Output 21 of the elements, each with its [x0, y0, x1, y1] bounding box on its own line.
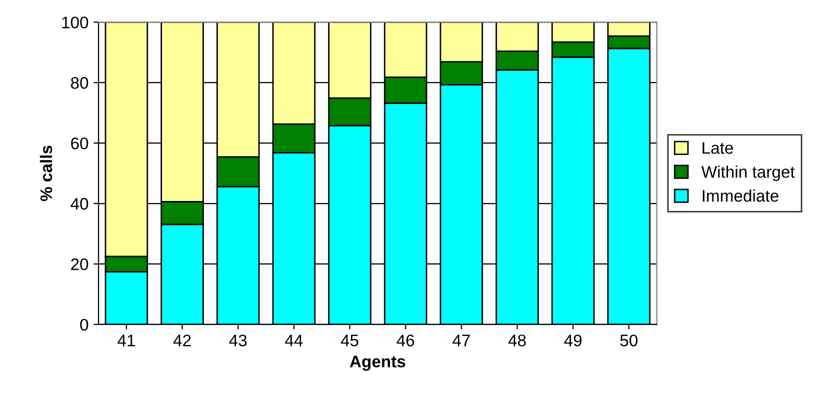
x-tick-label: 46 [396, 334, 414, 346]
legend-label: Immediate [702, 190, 778, 202]
x-tick-label: 42 [173, 334, 191, 346]
y-tick-label: 100 [62, 16, 88, 28]
legend-label: Within target [701, 166, 795, 182]
legend-label: Late [702, 142, 733, 154]
y-tick-label: 0 [80, 318, 88, 331]
y-axis-title: % calls [40, 146, 52, 202]
x-tick-label: 45 [340, 334, 358, 346]
x-tick-label: 47 [452, 334, 470, 346]
y-tick-label: 80 [70, 77, 88, 89]
x-tick-label: 41 [118, 334, 135, 346]
x-tick-label: 48 [508, 334, 526, 346]
x-tick-label: 43 [229, 334, 247, 346]
x-tick-label: 50 [620, 334, 638, 346]
y-tick-label: 20 [71, 258, 88, 270]
y-tick-label: 60 [71, 137, 88, 150]
x-tick-label: 49 [564, 334, 582, 346]
y-tick-label: 40 [70, 198, 88, 210]
x-axis-title: Agents [350, 356, 406, 371]
x-tick-label: 44 [285, 334, 303, 346]
